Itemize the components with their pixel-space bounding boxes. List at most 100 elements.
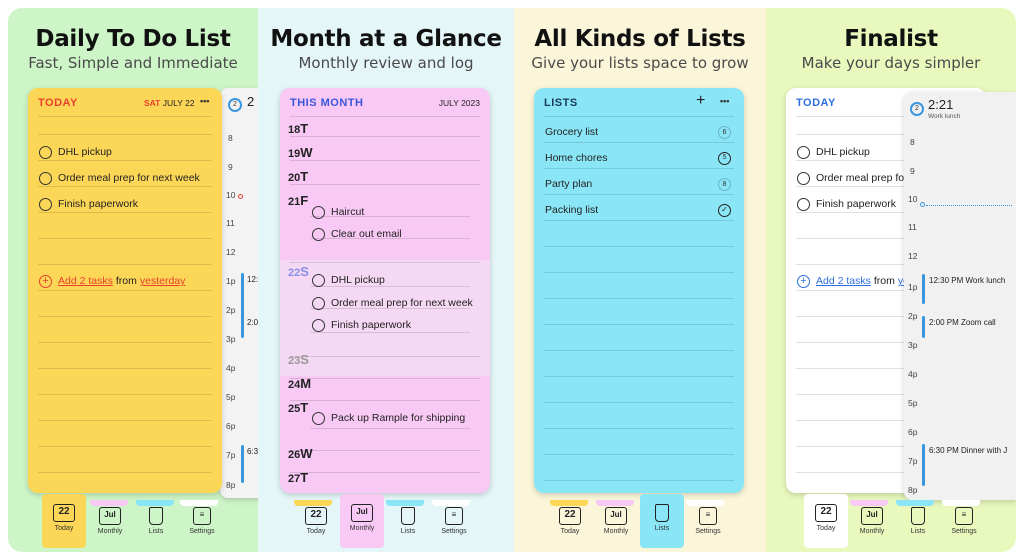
tab-lists[interactable]: Lists (134, 504, 178, 548)
checkbox-icon[interactable] (39, 145, 52, 159)
list-item[interactable]: Home chores (545, 150, 607, 166)
checkbox-icon[interactable] (312, 205, 325, 219)
time-label: 10 (908, 194, 918, 204)
day-row[interactable]: 27T (288, 470, 308, 485)
tab-bar: 22 Today Jul Monthly Lists ≡ Settings (258, 494, 514, 552)
task-item[interactable]: Haircut (312, 204, 364, 220)
add-tasks-row[interactable]: + Add 2 tasks from ye (797, 273, 909, 289)
event-label: 12:3 (247, 275, 258, 284)
panel-headline: Month at a Glance (270, 26, 502, 52)
settings-sliders-icon: ≡ (955, 507, 973, 525)
day-row[interactable]: 18T (288, 121, 308, 136)
panel-daily: Daily To Do List Fast, Simple and Immedi… (8, 8, 258, 552)
tab-lists[interactable]: Lists (896, 504, 940, 548)
tab-lists[interactable]: Lists (386, 504, 430, 548)
day-row[interactable]: 19W (288, 145, 313, 160)
checkbox-icon[interactable] (797, 145, 810, 159)
tab-settings[interactable]: ≡ Settings (180, 504, 224, 548)
tab-label: Lists (910, 528, 926, 535)
now-indicator (920, 202, 925, 207)
event-bar[interactable] (922, 316, 925, 338)
yesterday-link[interactable]: ye (898, 275, 909, 287)
tab-label: Monthly (859, 528, 885, 535)
tab-label: Lists (400, 528, 416, 535)
event-bar[interactable] (241, 273, 244, 319)
day-row[interactable]: 23S (288, 352, 309, 367)
count-badge: 8 (718, 178, 731, 191)
checkbox-icon[interactable] (312, 227, 325, 241)
more-icon[interactable]: ••• (200, 96, 210, 106)
task-item[interactable]: DHL pickup (312, 272, 385, 288)
task-item[interactable]: Order meal prep for (797, 170, 908, 186)
checkbox-icon[interactable] (797, 197, 810, 211)
task-label: Pack up Rample for shipping (331, 412, 466, 424)
tab-label: Monthly (97, 528, 123, 535)
tab-settings[interactable]: ≡ Settings (942, 504, 986, 548)
tab-monthly[interactable]: Jul Monthly (850, 504, 894, 548)
panel-headline: All Kinds of Lists (534, 26, 746, 52)
tab-settings[interactable]: ≡ Settings (432, 504, 476, 548)
jar-icon (401, 507, 415, 525)
checkbox-icon[interactable] (39, 171, 52, 185)
tab-monthly[interactable]: Jul Monthly (340, 494, 384, 548)
card-date: SAT JULY 22 (144, 98, 195, 108)
task-item[interactable]: Order meal prep for next week (312, 295, 473, 311)
day-letter: M (300, 376, 312, 391)
time-label: 4p (226, 363, 236, 373)
checkbox-icon[interactable] (312, 318, 325, 332)
time-label: 11 (226, 218, 235, 228)
task-item[interactable]: Pack up Rample for shipping (312, 410, 465, 426)
task-item[interactable]: Clear out email (312, 226, 402, 242)
checkbox-icon[interactable] (312, 273, 325, 287)
task-item[interactable]: DHL pickup (39, 144, 112, 160)
list-name: Party plan (545, 178, 593, 190)
tab-today[interactable]: 22 Today (294, 504, 338, 548)
day-row[interactable]: 25T (288, 400, 308, 415)
event-bar[interactable] (241, 316, 244, 338)
event-bar[interactable] (922, 444, 925, 486)
tab-monthly[interactable]: Jul Monthly (594, 504, 638, 548)
task-item[interactable]: Finish paperwork (39, 196, 138, 212)
list-item[interactable]: Party plan (545, 176, 592, 192)
task-item[interactable]: Order meal prep for next week (39, 170, 200, 186)
lists-card: LISTS + ••• Grocery list 6 Home chores 5… (534, 88, 744, 493)
tab-monthly[interactable]: Jul Monthly (88, 504, 132, 548)
add-tasks-link[interactable]: Add 2 tasks (58, 275, 113, 287)
clock-time: 2 (247, 94, 255, 109)
time-label: 11 (908, 222, 917, 232)
list-item[interactable]: Grocery list (545, 124, 598, 140)
checkbox-icon[interactable] (797, 171, 810, 185)
time-label: 7p (226, 450, 236, 460)
more-icon[interactable]: ••• (720, 96, 730, 106)
time-label: 1p (908, 282, 918, 292)
add-tasks-row[interactable]: + Add 2 tasks from yesterday (39, 273, 185, 289)
day-row[interactable]: 21F (288, 193, 308, 208)
task-item[interactable]: DHL pickup (797, 144, 870, 160)
task-label: Finish paperwork (58, 198, 138, 210)
checkbox-icon[interactable] (39, 197, 52, 211)
day-number: 23 (288, 355, 301, 367)
task-item[interactable]: Finish paperwork (797, 196, 896, 212)
task-item[interactable]: Finish paperwork (312, 317, 411, 333)
yesterday-link[interactable]: yesterday (139, 275, 186, 287)
list-item[interactable]: Packing list (545, 202, 598, 218)
add-tasks-link[interactable]: Add 2 tasks (816, 275, 871, 287)
time-label: 9 (228, 162, 233, 172)
tab-today[interactable]: 22 Today (548, 504, 592, 548)
day-row[interactable]: 22S (288, 264, 309, 279)
event-bar[interactable] (922, 274, 925, 304)
tab-lists[interactable]: Lists (640, 494, 684, 548)
tab-settings[interactable]: ≡ Settings (686, 504, 730, 548)
calendar-month-icon: Jul (861, 507, 883, 525)
tab-today[interactable]: 22 Today (804, 494, 848, 548)
day-row[interactable]: 24M (288, 376, 311, 391)
add-list-button[interactable]: + (696, 92, 706, 109)
event-bar[interactable] (241, 445, 244, 483)
day-row[interactable]: 20T (288, 169, 308, 184)
panel-headline: Daily To Do List (35, 26, 231, 52)
tab-label: Settings (695, 528, 721, 535)
tab-today[interactable]: 22 Today (42, 494, 86, 548)
checkbox-icon[interactable] (312, 296, 325, 310)
checkbox-icon[interactable] (312, 411, 325, 425)
day-row[interactable]: 26W (288, 446, 313, 461)
